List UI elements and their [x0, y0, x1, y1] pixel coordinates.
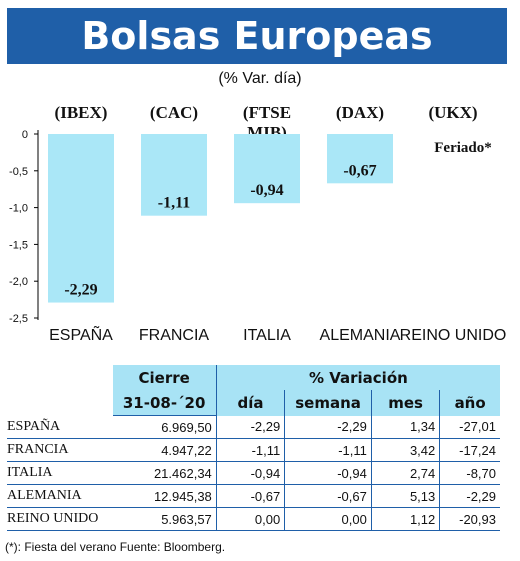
- y-tick-label: -0,5: [9, 166, 28, 178]
- bar: [141, 134, 207, 216]
- data-label: -1,11: [158, 195, 190, 212]
- row-value-semana: -2,29: [284, 415, 372, 439]
- table-header-blank: [7, 365, 113, 390]
- row-country-name: REINO UNIDO: [7, 507, 113, 531]
- row-value-semana: -1,11: [284, 438, 372, 462]
- row-value-dia: 0,00: [215, 507, 285, 531]
- index-label-ibex: (IBEX): [54, 103, 108, 122]
- row-value-cierre: 6.969,50: [112, 415, 217, 439]
- table-row: ITALIA 21.462,34 -0,94 -0,94 2,74 -8,70: [7, 461, 500, 485]
- row-value-ano: -17,24: [439, 438, 500, 462]
- y-tick-label: -1,0: [9, 203, 28, 215]
- row-value-mes: 3,42: [370, 438, 440, 462]
- row-value-semana: 0,00: [284, 507, 372, 531]
- row-country-name: ALEMANIA: [7, 484, 113, 508]
- y-tick-label: 0: [22, 129, 28, 141]
- bar: [48, 134, 114, 303]
- table-header-ano: año: [439, 390, 500, 416]
- chart-subtitle: (% Var. día): [218, 70, 302, 87]
- row-value-cierre: 4.947,22: [112, 438, 217, 462]
- table-header-cierre: Cierre: [112, 365, 217, 390]
- data-table: Cierre % Variación 31-08-´20 día semana …: [7, 365, 500, 531]
- bar: [234, 134, 300, 204]
- table-header-dia: día: [215, 390, 285, 416]
- index-label-cac: (CAC): [149, 103, 199, 122]
- row-value-dia: -0,94: [215, 461, 285, 485]
- data-label: -0,94: [250, 182, 283, 199]
- category-label-francia: FRANCIA: [138, 327, 210, 344]
- bar-chart: 0 -0,5 -1,0 -1,5 -2,0 -2,5 -2,29 -1,11 -0,94 -0,6…: [9, 129, 492, 325]
- row-value-semana: -0,67: [284, 484, 372, 508]
- index-label-ukx: (UKX): [428, 103, 478, 122]
- table-header-mes: mes: [370, 390, 440, 416]
- table-row: ALEMANIA 12.945,38 -0,67 -0,67 5,13 -2,29: [7, 484, 500, 508]
- table-header-variacion: % Variación: [215, 365, 500, 390]
- table-header-blank-2: [7, 390, 113, 416]
- row-value-mes: 5,13: [370, 484, 440, 508]
- y-tick-label: -2,5: [9, 313, 28, 325]
- row-value-dia: -1,11: [215, 438, 285, 462]
- footnote: (*): Fiesta del verano Fuente: Bloomberg…: [5, 540, 226, 554]
- category-label-alemania: ALEMANIA: [319, 327, 401, 344]
- row-value-ano: -8,70: [439, 461, 500, 485]
- category-label-reino-unido: REINO UNIDO: [399, 327, 507, 344]
- row-value-dia: -0,67: [215, 484, 285, 508]
- table-header-date: 31-08-´20: [112, 390, 217, 416]
- row-value-dia: -2,29: [215, 415, 285, 439]
- table-row: REINO UNIDO 5.963,57 0,00 0,00 1,12 -20,93: [7, 507, 500, 531]
- row-value-ano: -2,29: [439, 484, 500, 508]
- table-row: FRANCIA 4.947,22 -1,11 -1,11 3,42 -17,24: [7, 438, 500, 462]
- chart-title: Bolsas Europeas: [7, 8, 507, 64]
- row-value-cierre: 21.462,34: [112, 461, 217, 485]
- value-label-feriado: Feriado*: [434, 140, 492, 156]
- y-tick-label: -2,0: [9, 276, 28, 288]
- row-country-name: FRANCIA: [7, 438, 113, 462]
- bar: [327, 134, 393, 184]
- row-value-semana: -0,94: [284, 461, 372, 485]
- row-value-mes: 1,34: [370, 415, 440, 439]
- row-value-mes: 2,74: [370, 461, 440, 485]
- row-value-mes: 1,12: [370, 507, 440, 531]
- table-header-semana: semana: [284, 390, 372, 416]
- row-value-cierre: 12.945,38: [112, 484, 217, 508]
- category-label-espana: ESPAÑA: [49, 327, 113, 344]
- data-label: -2,29: [64, 282, 97, 299]
- category-label-italia: ITALIA: [243, 327, 291, 344]
- row-value-ano: -27,01: [439, 415, 500, 439]
- index-label-dax: (DAX): [335, 103, 385, 122]
- row-country-name: ITALIA: [7, 461, 113, 485]
- table-row: ESPAÑA 6.969,50 -2,29 -2,29 1,34 -27,01: [7, 415, 500, 439]
- data-label: -0,67: [343, 162, 376, 179]
- y-tick-label: -1,5: [9, 239, 28, 251]
- row-country-name: ESPAÑA: [7, 415, 113, 439]
- table-body: ESPAÑA 6.969,50 -2,29 -2,29 1,34 -27,01 FRANCI…: [7, 415, 500, 531]
- row-value-ano: -20,93: [439, 507, 500, 531]
- row-value-cierre: 5.963,57: [112, 507, 217, 531]
